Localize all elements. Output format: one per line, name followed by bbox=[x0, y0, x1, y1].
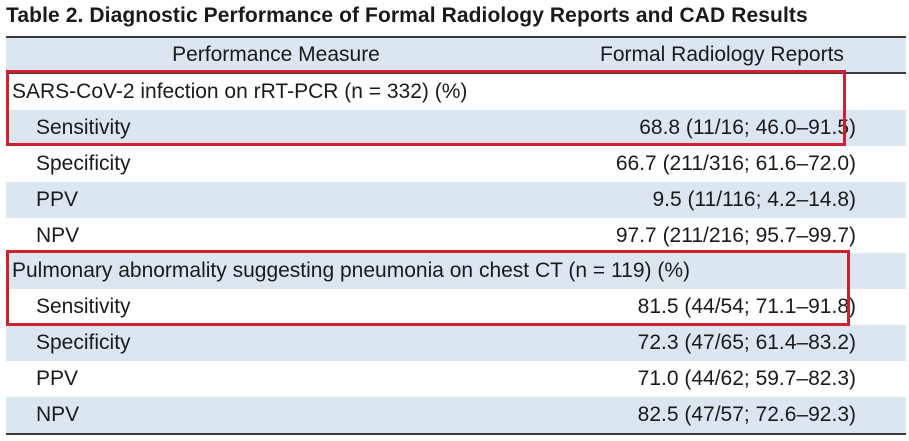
row-value: 97.7 (211/216; 95.7–99.7) bbox=[615, 223, 856, 247]
table-row: NPV 82.5 (47/57; 72.6–92.3) bbox=[6, 397, 906, 435]
row-measure: Sensitivity bbox=[36, 295, 131, 319]
row-value: 68.8 (11/16; 46.0–91.5) bbox=[639, 115, 856, 139]
table-row: Sensitivity 68.8 (11/16; 46.0–91.5) bbox=[6, 109, 906, 146]
section-row-sars-cov-2: SARS-CoV-2 infection on rRT-PCR (n = 332… bbox=[6, 73, 906, 110]
row-measure: Sensitivity bbox=[36, 115, 131, 139]
table-title: Table 2. Diagnostic Performance of Forma… bbox=[6, 4, 808, 27]
row-value: 66.7 (211/316; 61.6–72.0) bbox=[615, 151, 856, 175]
section-label: Pulmonary abnormality suggesting pneumon… bbox=[12, 259, 690, 283]
table-row: NPV 97.7 (211/216; 95.7–99.7) bbox=[6, 217, 906, 254]
table-row: Specificity 72.3 (47/65; 61.4–83.2) bbox=[6, 325, 906, 362]
row-measure: Specificity bbox=[36, 151, 131, 175]
row-measure: NPV bbox=[6, 397, 546, 435]
table-header-row: Performance Measure Formal Radiology Rep… bbox=[6, 37, 906, 73]
header-performance-measure: Performance Measure bbox=[172, 43, 380, 66]
row-measure: Specificity bbox=[36, 331, 131, 355]
row-value: 9.5 (11/116; 4.2–14.8) bbox=[652, 187, 856, 211]
section-row-pulmonary-abnormality: Pulmonary abnormality suggesting pneumon… bbox=[6, 253, 906, 290]
row-measure: PPV bbox=[36, 187, 79, 211]
diagnostic-performance-table: Performance Measure Formal Radiology Rep… bbox=[6, 36, 906, 435]
table-row: PPV 71.0 (44/62; 59.7–82.3) bbox=[6, 361, 906, 398]
row-value: 81.5 (44/54; 71.1–91.8) bbox=[637, 295, 856, 319]
row-value: 71.0 (44/62; 59.7–82.3) bbox=[637, 367, 856, 391]
table-row: Sensitivity 81.5 (44/54; 71.1–91.8) bbox=[6, 289, 906, 326]
section-label: SARS-CoV-2 infection on rRT-PCR (n = 332… bbox=[12, 79, 468, 103]
table-row: Specificity 66.7 (211/316; 61.6–72.0) bbox=[6, 145, 906, 182]
header-formal-radiology-reports: Formal Radiology Reports bbox=[600, 43, 844, 66]
row-value: 82.5 (47/57; 72.6–92.3) bbox=[546, 397, 906, 435]
row-measure: NPV bbox=[36, 223, 80, 247]
table-row: PPV 9.5 (11/116; 4.2–14.8) bbox=[6, 181, 906, 218]
row-value: 72.3 (47/65; 61.4–83.2) bbox=[637, 331, 856, 355]
row-measure: PPV bbox=[36, 367, 79, 391]
